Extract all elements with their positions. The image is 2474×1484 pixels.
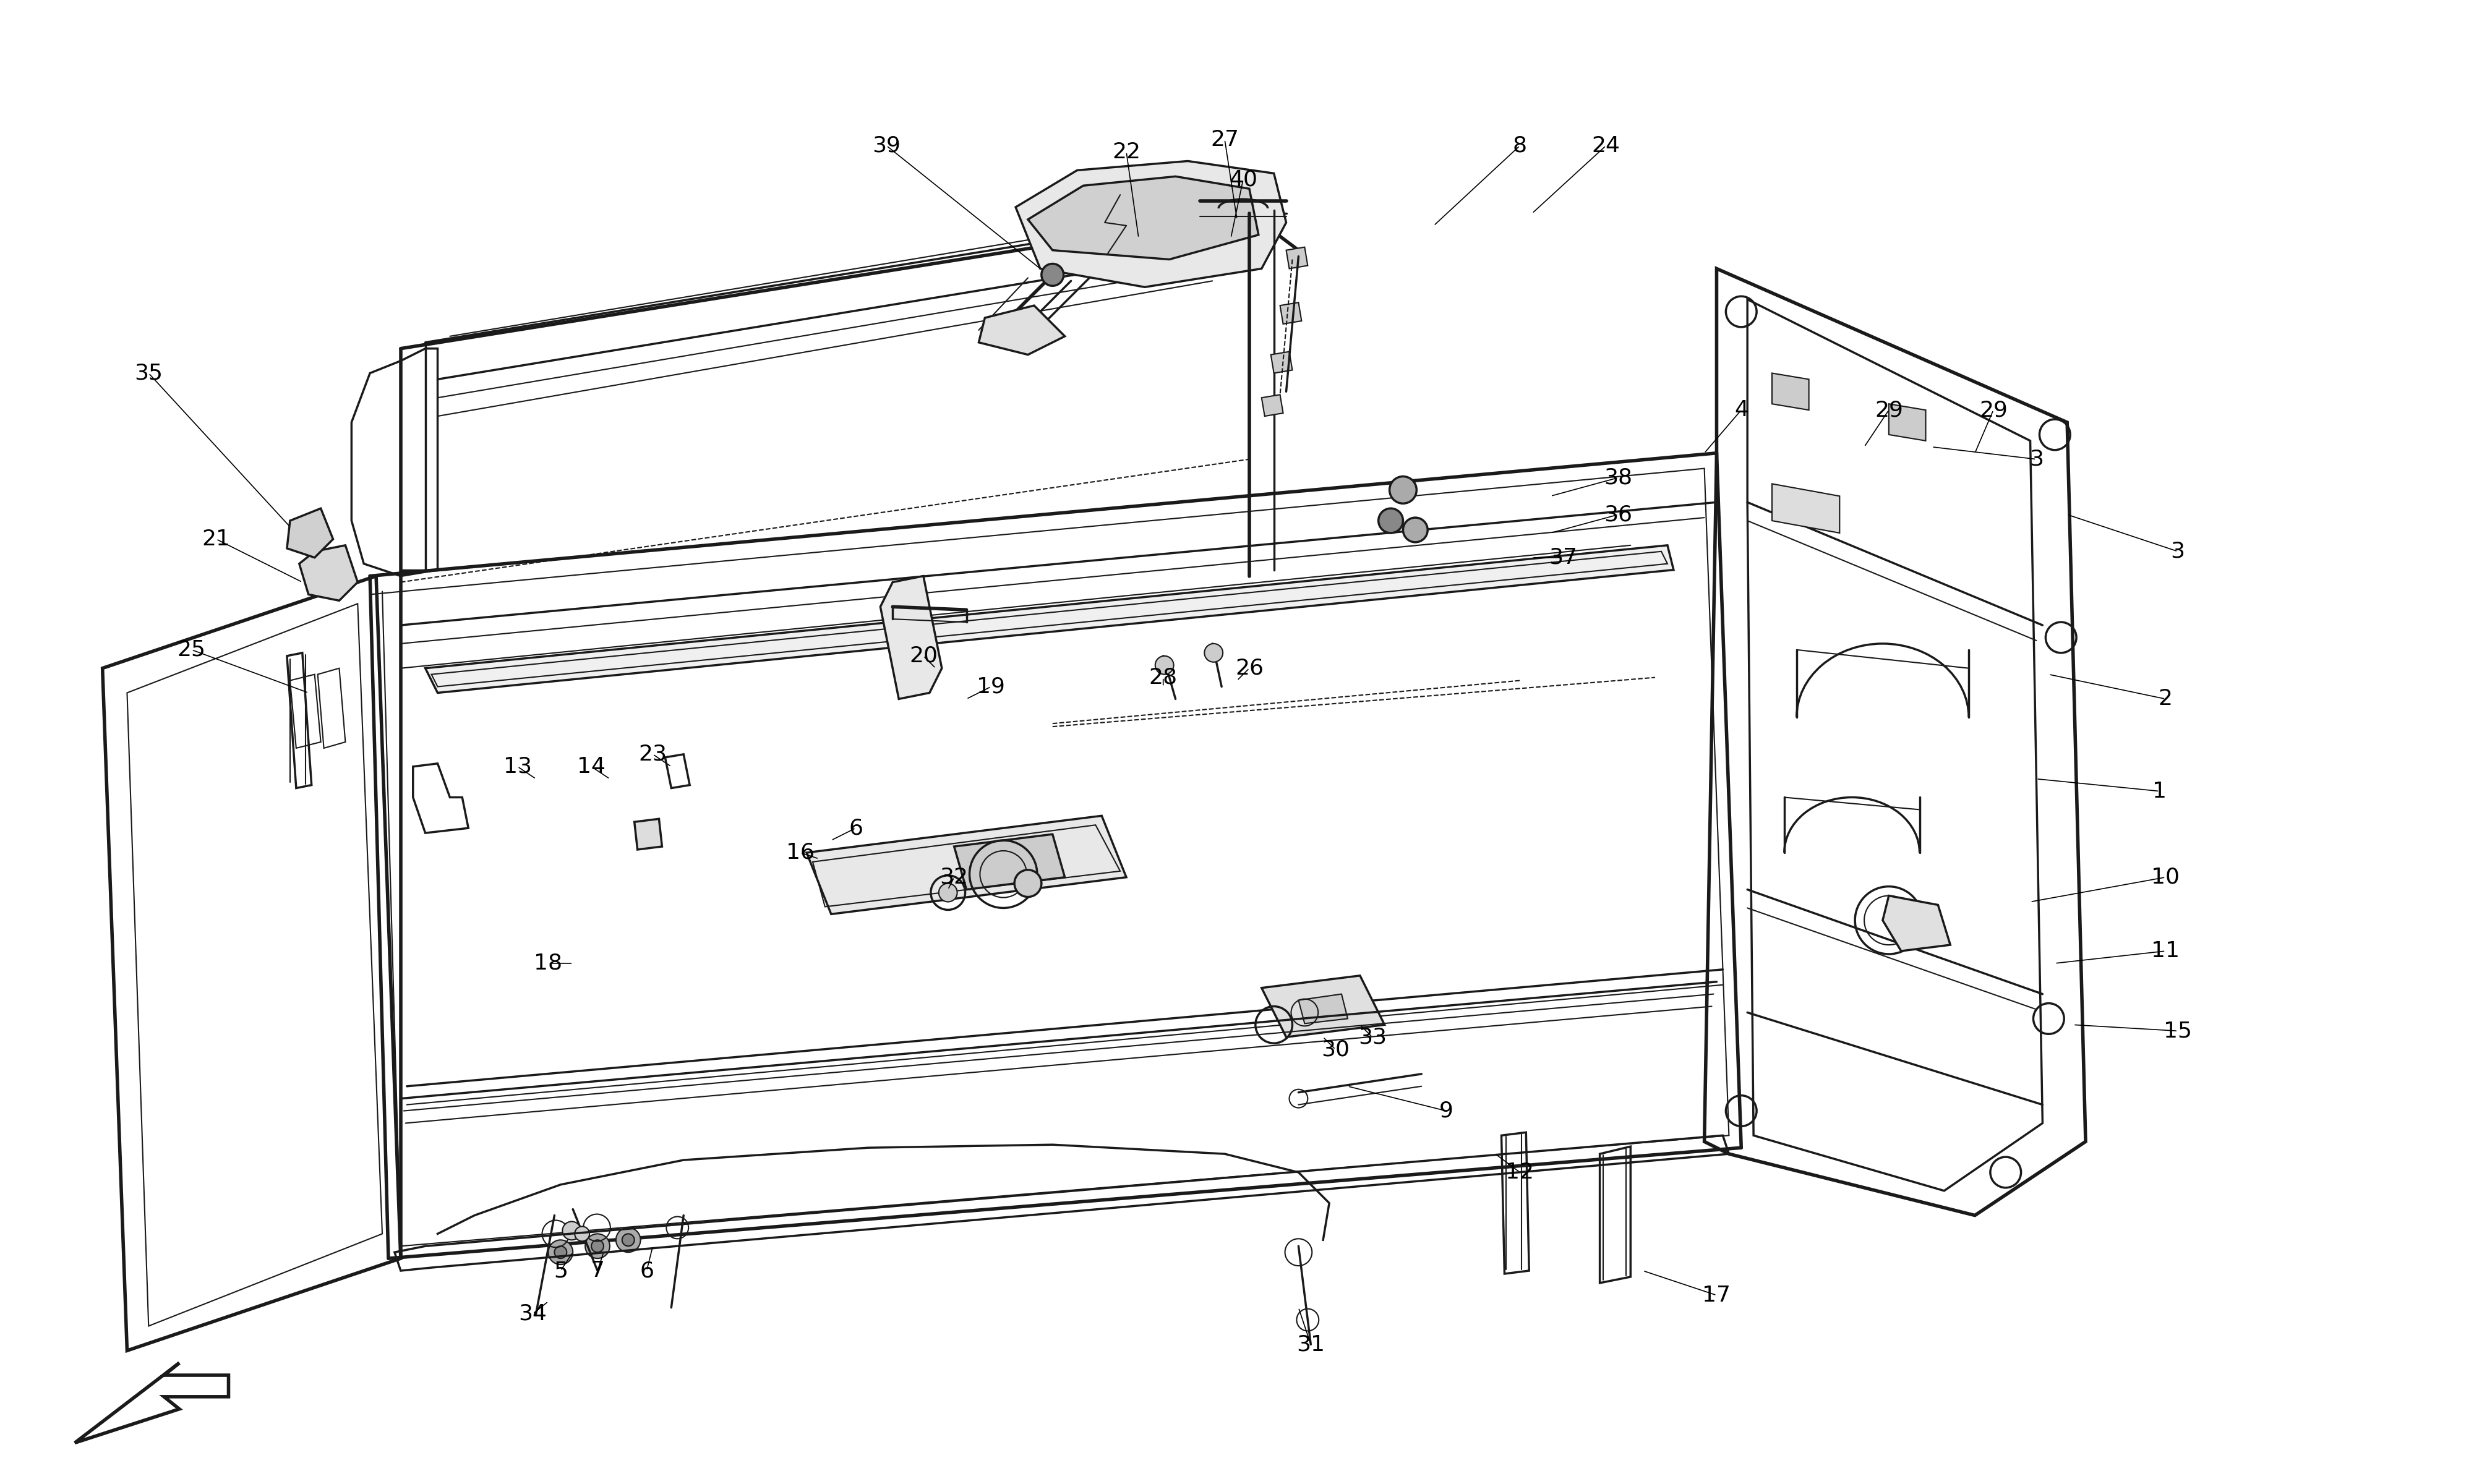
Text: 25: 25 [178,640,205,660]
Text: 7: 7 [591,1260,604,1281]
Text: 31: 31 [1296,1334,1326,1355]
Polygon shape [881,576,943,699]
Text: 6: 6 [641,1260,653,1281]
Polygon shape [1272,352,1291,372]
Circle shape [1378,509,1403,533]
Circle shape [562,1221,581,1241]
Text: 38: 38 [1603,467,1633,488]
Text: 34: 34 [520,1303,547,1324]
Polygon shape [426,545,1672,693]
Polygon shape [1262,975,1385,1037]
Polygon shape [74,1362,228,1442]
Polygon shape [287,509,334,558]
Text: 2: 2 [2157,689,2172,709]
Polygon shape [633,819,663,849]
Polygon shape [1279,303,1301,324]
Text: 33: 33 [1358,1027,1385,1048]
Text: 23: 23 [638,743,668,764]
Polygon shape [1262,395,1284,416]
Polygon shape [1771,372,1808,410]
Text: 6: 6 [849,818,863,838]
Text: 22: 22 [1113,141,1141,162]
Text: 36: 36 [1603,505,1633,525]
Circle shape [554,1247,567,1258]
Polygon shape [980,306,1064,355]
Polygon shape [299,545,359,601]
Text: 40: 40 [1230,169,1257,190]
Circle shape [1403,518,1427,542]
Text: 30: 30 [1321,1039,1351,1060]
Text: 10: 10 [2152,867,2180,887]
Text: 26: 26 [1235,657,1264,678]
Text: 28: 28 [1148,666,1178,689]
Text: 15: 15 [2165,1021,2192,1042]
Circle shape [938,883,957,902]
Text: 19: 19 [977,677,1004,697]
Text: 17: 17 [1702,1285,1732,1306]
Polygon shape [1888,404,1925,441]
Circle shape [574,1226,589,1241]
Text: 9: 9 [1440,1100,1452,1122]
Circle shape [1205,644,1222,662]
Text: 12: 12 [1507,1162,1534,1183]
Text: 20: 20 [908,646,938,666]
Text: 4: 4 [1734,399,1749,420]
Text: 21: 21 [203,528,230,549]
Polygon shape [1027,177,1259,260]
Text: 27: 27 [1210,129,1239,150]
Circle shape [621,1233,633,1247]
Text: 14: 14 [576,755,606,778]
Text: 37: 37 [1549,548,1576,568]
Text: 1: 1 [2152,781,2167,801]
Text: 5: 5 [554,1260,567,1281]
Polygon shape [1286,248,1309,269]
Text: 29: 29 [1875,399,1903,420]
Text: 13: 13 [502,755,532,778]
Text: 18: 18 [534,953,562,974]
Text: 29: 29 [1979,399,2006,420]
Circle shape [1014,870,1042,896]
Circle shape [591,1241,604,1252]
Text: 3: 3 [2029,448,2044,470]
Circle shape [1155,656,1173,674]
Polygon shape [807,816,1126,914]
Text: 16: 16 [787,841,814,864]
Circle shape [1042,264,1064,286]
Text: 24: 24 [1591,135,1620,156]
Polygon shape [1771,484,1841,533]
Text: 8: 8 [1512,135,1526,156]
Polygon shape [955,834,1064,889]
Text: 11: 11 [2152,941,2180,962]
Text: 3: 3 [2170,540,2185,562]
Text: 32: 32 [940,867,967,887]
Text: 39: 39 [873,135,901,156]
Text: 35: 35 [134,362,163,384]
Polygon shape [1017,162,1286,286]
Polygon shape [1883,896,1950,951]
Polygon shape [1299,994,1348,1024]
Circle shape [616,1227,641,1252]
Circle shape [549,1241,574,1264]
Circle shape [1390,476,1418,503]
Circle shape [586,1233,609,1258]
